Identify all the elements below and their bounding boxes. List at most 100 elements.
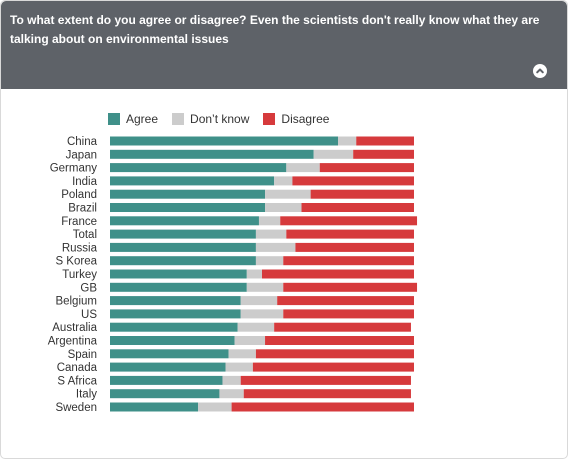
bar-segment-s-korea-agree[interactable] — [110, 256, 256, 266]
collapse-button[interactable] — [533, 64, 547, 78]
category-label-total: Total — [73, 229, 97, 241]
category-label-china: China — [67, 136, 98, 148]
bar-segment-us-disagree[interactable] — [283, 309, 414, 319]
category-label-spain: Spain — [68, 349, 97, 361]
category-label-france: France — [61, 216, 97, 228]
bar-segment-japan-don-t-know[interactable] — [313, 149, 354, 159]
bar-segment-spain-don-t-know[interactable] — [228, 349, 256, 359]
category-label-argentina: Argentina — [48, 336, 98, 348]
category-label-germany: Germany — [50, 163, 98, 175]
bar-segment-russia-disagree[interactable] — [295, 242, 414, 252]
bar-segment-india-don-t-know[interactable] — [274, 176, 293, 186]
bar-segment-brazil-agree[interactable] — [110, 203, 266, 212]
bar-segment-italy-don-t-know[interactable] — [219, 389, 244, 399]
category-label-brazil: Brazil — [68, 203, 97, 215]
bar-segment-argentina-agree[interactable] — [110, 336, 235, 345]
bar-segment-sweden-agree[interactable] — [110, 402, 199, 412]
bar-segment-s-africa-don-t-know[interactable] — [222, 375, 241, 385]
bar-segment-russia-agree[interactable] — [110, 242, 256, 252]
bar-segment-poland-don-t-know[interactable] — [265, 189, 311, 199]
bar-segment-germany-disagree[interactable] — [319, 163, 414, 173]
bar-segment-spain-agree[interactable] — [110, 349, 229, 359]
bar-segment-argentina-disagree[interactable] — [265, 336, 414, 345]
bar-segment-turkey-agree[interactable] — [110, 269, 247, 279]
legend-swatch-agree — [108, 113, 120, 125]
bar-segment-s-africa-disagree[interactable] — [240, 375, 411, 385]
bar-segment-canada-agree[interactable] — [110, 362, 226, 372]
bar-segment-spain-disagree[interactable] — [255, 349, 414, 359]
chart-legend: Agree Don’t know Disagree — [108, 112, 343, 126]
bar-segment-australia-disagree[interactable] — [274, 322, 411, 332]
category-label-italy: Italy — [76, 389, 97, 401]
bar-segment-japan-agree[interactable] — [110, 149, 314, 159]
bar-segment-s-korea-don-t-know[interactable] — [255, 256, 284, 266]
bar-segment-italy-agree[interactable] — [110, 389, 220, 399]
bar-segment-poland-disagree[interactable] — [310, 189, 414, 199]
legend-label-agree: Agree — [126, 112, 159, 126]
bar-segment-china-agree[interactable] — [110, 136, 338, 146]
bar-segment-china-don-t-know[interactable] — [338, 136, 357, 146]
category-label-sweden: Sweden — [55, 402, 97, 414]
bar-segment-belgium-agree[interactable] — [110, 296, 241, 306]
bar-segment-sweden-disagree[interactable] — [231, 402, 414, 412]
bar-segment-italy-disagree[interactable] — [243, 389, 411, 399]
category-label-belgium: Belgium — [55, 296, 97, 308]
category-label-japan: Japan — [66, 149, 97, 161]
legend-swatch-disagree — [263, 113, 276, 125]
bar-segment-turkey-don-t-know[interactable] — [246, 269, 262, 279]
bar-segment-us-don-t-know[interactable] — [240, 309, 284, 319]
category-label-australia: Australia — [52, 322, 97, 334]
bar-segment-china-disagree[interactable] — [356, 136, 414, 146]
category-label-s-africa: S Africa — [57, 375, 97, 387]
category-label-india: India — [72, 176, 98, 188]
category-label-turkey: Turkey — [62, 269, 97, 281]
bar-segment-canada-disagree[interactable] — [252, 362, 414, 372]
category-label-gb: GB — [80, 282, 97, 294]
bar-segment-total-don-t-know[interactable] — [255, 229, 287, 239]
bar-segment-belgium-disagree[interactable] — [277, 296, 414, 306]
bar-segment-gb-agree[interactable] — [110, 282, 247, 292]
category-label-canada: Canada — [57, 362, 98, 374]
bar-segment-s-africa-agree[interactable] — [110, 375, 223, 385]
bar-segment-brazil-disagree[interactable] — [301, 203, 414, 212]
bar-segment-argentina-don-t-know[interactable] — [234, 336, 266, 345]
bar-segment-australia-don-t-know[interactable] — [237, 322, 275, 332]
legend-item-agree[interactable]: Agree — [108, 112, 158, 126]
bar-segment-germany-agree[interactable] — [110, 163, 287, 173]
legend-item-disagree[interactable]: Disagree — [263, 112, 329, 126]
bar-segment-france-agree[interactable] — [110, 216, 259, 226]
bar-segment-france-don-t-know[interactable] — [258, 216, 281, 226]
bar-segment-australia-agree[interactable] — [110, 322, 238, 332]
bar-segment-brazil-don-t-know[interactable] — [265, 203, 302, 212]
category-label-us: US — [81, 309, 97, 321]
category-label-poland: Poland — [61, 189, 97, 201]
question-title: To what extent do you agree or disagree?… — [10, 13, 540, 46]
bar-segment-india-disagree[interactable] — [292, 176, 414, 186]
bar-segment-russia-don-t-know[interactable] — [255, 242, 296, 252]
legend-label-dont-know: Don’t know — [190, 112, 250, 126]
bar-segment-japan-disagree[interactable] — [353, 149, 414, 159]
chart-header: To what extent do you agree or disagree?… — [1, 1, 567, 89]
bar-segment-gb-disagree[interactable] — [283, 282, 418, 292]
category-label-s-korea: S Korea — [55, 256, 97, 268]
bar-segment-turkey-disagree[interactable] — [262, 269, 414, 279]
bar-segment-total-disagree[interactable] — [286, 229, 414, 239]
bar-segment-gb-don-t-know[interactable] — [246, 282, 284, 292]
bar-segment-belgium-don-t-know[interactable] — [240, 296, 278, 306]
bar-segment-us-agree[interactable] — [110, 309, 241, 319]
legend-item-dont-know[interactable]: Don’t know — [172, 112, 249, 126]
legend-label-disagree: Disagree — [281, 112, 330, 126]
legend-swatch-dont-know — [172, 113, 185, 125]
bar-segment-s-korea-disagree[interactable] — [283, 256, 414, 266]
bar-segment-poland-agree[interactable] — [110, 189, 266, 199]
bar-segment-total-agree[interactable] — [110, 229, 256, 239]
bar-segment-sweden-don-t-know[interactable] — [198, 402, 232, 412]
chevron-up-icon — [536, 68, 544, 74]
bar-segment-france-disagree[interactable] — [280, 216, 418, 226]
category-label-russia: Russia — [62, 242, 98, 254]
bar-segment-canada-don-t-know[interactable] — [225, 362, 253, 372]
bar-segment-india-agree[interactable] — [110, 176, 275, 186]
bar-segment-germany-don-t-know[interactable] — [286, 163, 320, 173]
